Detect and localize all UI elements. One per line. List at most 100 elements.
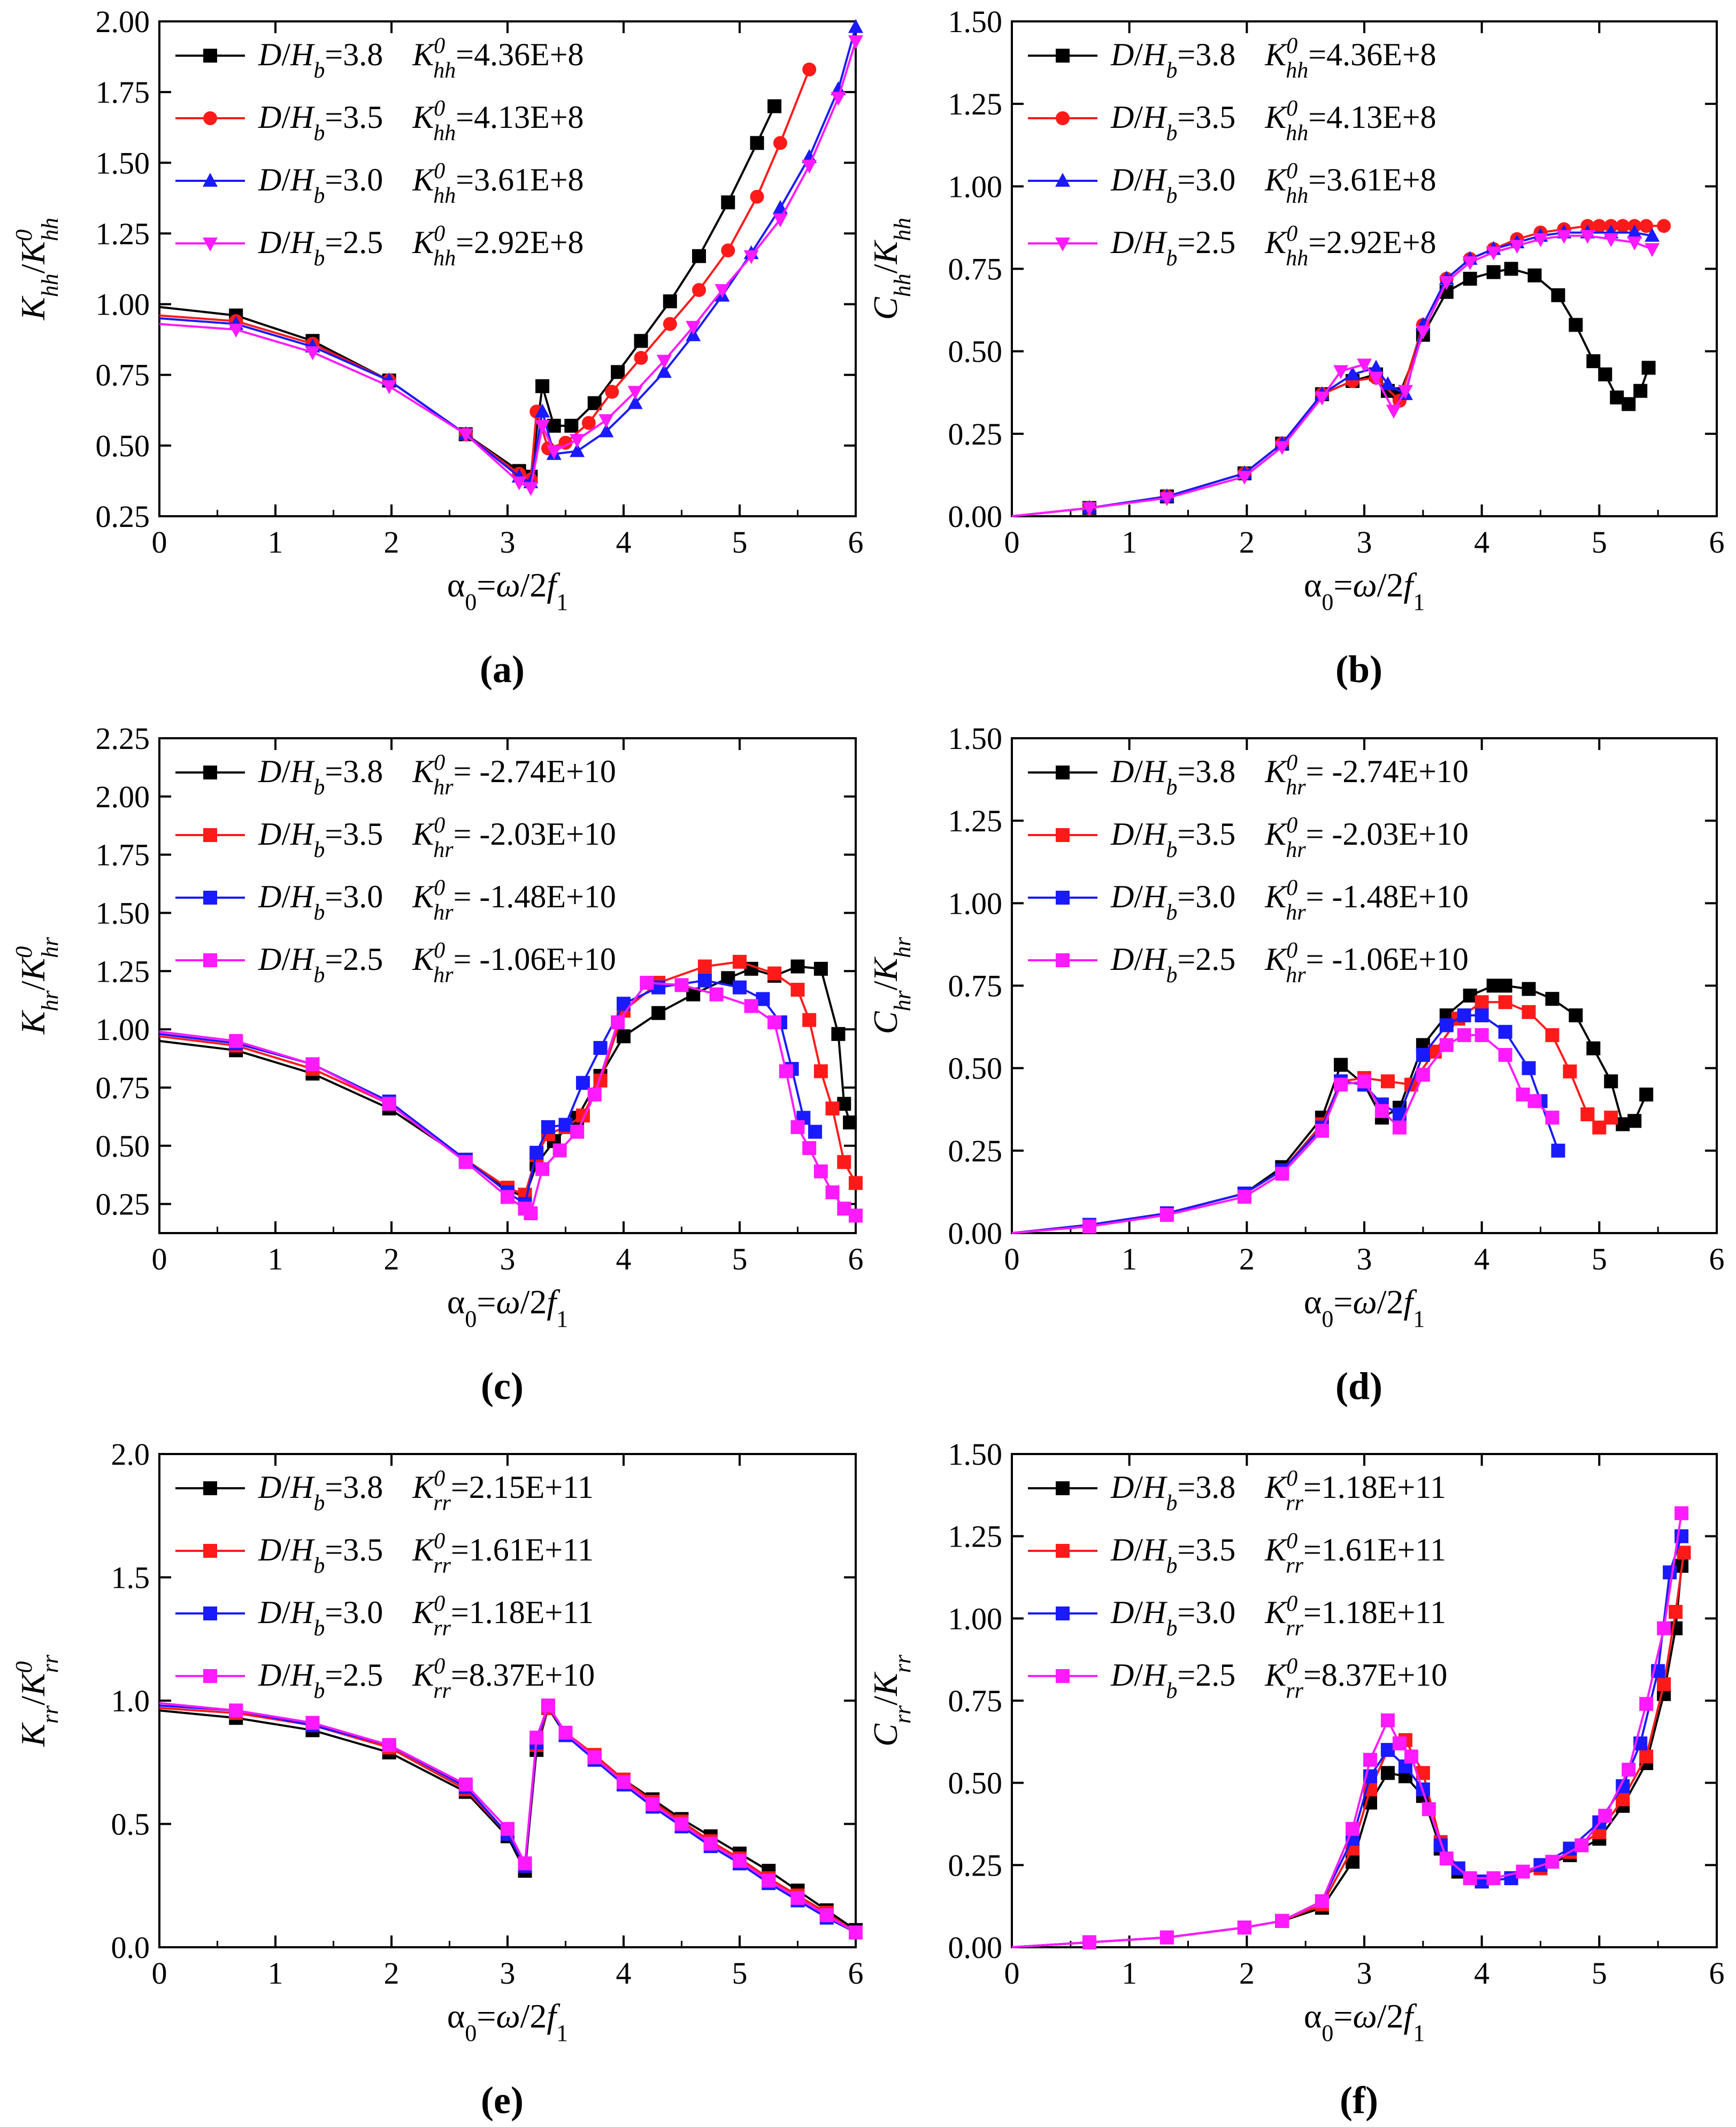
data-point xyxy=(634,351,648,365)
x-tick-label: 2 xyxy=(384,1242,400,1276)
y-tick-label: 1.50 xyxy=(948,721,1003,756)
data-point xyxy=(837,1155,851,1169)
legend-marker xyxy=(203,1481,217,1495)
legend-marker xyxy=(203,766,217,779)
data-point xyxy=(819,1908,834,1923)
legend-label: D/Hb=2.5 K0 hr= -1.06E+10 xyxy=(258,938,616,988)
data-point xyxy=(1334,1077,1348,1092)
y-tick-label: 0.25 xyxy=(948,417,1003,452)
data-point xyxy=(1592,219,1607,233)
data-point xyxy=(715,284,730,299)
data-point xyxy=(790,1891,805,1905)
data-point xyxy=(382,1097,396,1111)
series-line xyxy=(1011,234,1653,517)
data-point xyxy=(813,1064,828,1078)
data-point xyxy=(1522,1005,1536,1019)
x-tick-label: 2 xyxy=(384,525,400,560)
data-point xyxy=(1334,1058,1348,1072)
data-point xyxy=(1574,1838,1589,1853)
data-point xyxy=(1082,1219,1096,1234)
series-line xyxy=(159,960,857,1196)
y-tick-label: 0.00 xyxy=(948,1216,1003,1251)
data-point xyxy=(1363,1753,1377,1767)
data-point xyxy=(627,395,643,409)
y-tick-label: 2.00 xyxy=(96,779,150,814)
data-point xyxy=(587,1088,602,1101)
data-point xyxy=(848,35,863,49)
data-point xyxy=(593,1040,608,1055)
plot-frame xyxy=(158,20,857,517)
data-point xyxy=(529,1731,544,1745)
data-point xyxy=(1569,1008,1583,1022)
data-point xyxy=(1509,240,1525,254)
y-tick-label: 1.00 xyxy=(948,169,1003,204)
data-point xyxy=(1669,1621,1683,1635)
series-line xyxy=(1011,231,1653,517)
data-point xyxy=(1275,1914,1289,1928)
legend-label: D/Hb=3.5 K0 hr= -2.03E+10 xyxy=(258,813,616,862)
data-point xyxy=(663,294,677,309)
y-tick-label: 1.00 xyxy=(96,287,150,322)
data-point xyxy=(1622,1763,1636,1777)
data-point xyxy=(697,959,712,974)
data-point xyxy=(848,19,863,33)
data-point xyxy=(1522,982,1536,996)
data-point xyxy=(576,1076,590,1090)
data-point xyxy=(1397,385,1413,399)
data-point xyxy=(1569,318,1583,332)
data-point xyxy=(1380,1743,1395,1757)
y-tick-label: 1.25 xyxy=(96,216,150,251)
legend-label: D/Hb=2.5 K0 rr=8.37E+10 xyxy=(258,1654,595,1703)
legend-entry: D/Hb=3.5 K0 hh=4.13E+8 xyxy=(175,96,584,146)
x-tick-label: 1 xyxy=(1122,525,1137,560)
y-tick-label: 2.0 xyxy=(111,1437,150,1472)
data-point xyxy=(802,1013,817,1027)
legend-label: D/Hb=3.5 K0 hr= -2.03E+10 xyxy=(1110,813,1469,862)
panel-caption: (d) xyxy=(1335,1365,1382,1407)
legend-label: D/Hb=3.0 K0 hr= -1.48E+10 xyxy=(1110,876,1469,925)
data-point xyxy=(1545,1855,1560,1869)
series-D-Hb-3-0 xyxy=(159,1698,863,1940)
data-point xyxy=(1474,1028,1489,1042)
x-axis-label: α0=ω/2f1 xyxy=(1304,566,1425,615)
data-point xyxy=(598,423,614,438)
data-point xyxy=(524,1206,538,1220)
data-point xyxy=(634,334,648,348)
y-tick-label: 1.25 xyxy=(948,804,1003,838)
data-point xyxy=(750,136,764,150)
data-point xyxy=(1674,1506,1689,1520)
legend-entry: D/Hb=3.8 K0 hr= -2.74E+10 xyxy=(175,751,616,800)
data-point xyxy=(1237,1921,1251,1935)
legend-entry: D/Hb=3.5 K0 hr= -2.03E+10 xyxy=(1028,813,1469,862)
legend-marker xyxy=(203,1669,217,1683)
data-point xyxy=(305,1716,320,1730)
y-tick-label: 0.75 xyxy=(96,1070,150,1105)
panel-caption: (c) xyxy=(481,1365,524,1407)
data-point xyxy=(1580,1107,1595,1121)
data-point xyxy=(1516,1864,1530,1879)
data-point xyxy=(837,1097,851,1111)
data-point xyxy=(541,1120,555,1134)
data-point xyxy=(1545,1028,1560,1042)
data-point xyxy=(617,1029,631,1044)
panel-a: 0 1 2 3 4 5 6 0.25 0.50 0.75 1.00 1.25 1.50 1.75 2.00 α… xyxy=(11,4,864,691)
x-tick-label: 5 xyxy=(1592,1956,1607,1991)
data-point xyxy=(1551,288,1565,302)
x-tick-label: 3 xyxy=(500,1242,516,1276)
data-point xyxy=(697,973,712,988)
data-point xyxy=(382,1738,396,1752)
legend-entry: D/Hb=2.5 K0 hr= -1.06E+10 xyxy=(1028,938,1469,988)
series-D-Hb-2-5 xyxy=(159,976,863,1223)
x-tick-label: 4 xyxy=(1474,1242,1489,1276)
legend-entry: D/Hb=2.5 K0 hh=2.92E+8 xyxy=(1028,221,1437,271)
legend-entry: D/Hb=3.5 K0 hh=4.13E+8 xyxy=(1028,96,1437,146)
legend-label: D/Hb=2.5 K0 hr= -1.06E+10 xyxy=(1110,938,1469,988)
plot-frame xyxy=(1011,20,1718,517)
legend-label: D/Hb=3.8 K0 hh=4.36E+8 xyxy=(258,34,584,83)
data-point xyxy=(617,1775,631,1789)
series-line xyxy=(159,41,857,489)
data-point xyxy=(1616,1117,1630,1131)
legend-entry: D/Hb=2.5 K0 hr= -1.06E+10 xyxy=(175,938,616,988)
data-point xyxy=(627,386,643,400)
legend-label: D/Hb=3.0 K0 rr=1.18E+11 xyxy=(258,1592,594,1641)
